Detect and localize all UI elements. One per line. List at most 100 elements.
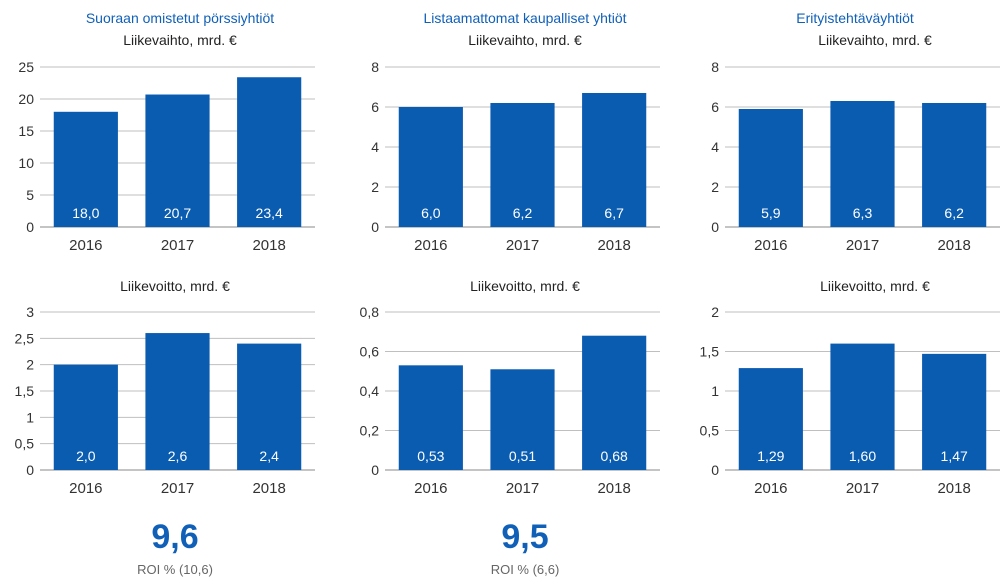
x-tick-label: 2017	[161, 480, 194, 497]
y-tick-label: 6	[711, 99, 719, 115]
bar-value-label: 23,4	[256, 205, 283, 221]
x-tick-label: 2018	[597, 237, 630, 254]
bar	[582, 93, 647, 227]
chart-title: Liikevaihto, mrd. €	[123, 32, 237, 48]
y-tick-label: 4	[371, 139, 379, 155]
group-title: Listaamattomat kaupalliset yhtiöt	[423, 10, 627, 26]
y-tick-label: 6	[371, 99, 379, 115]
roi-label: ROI % (6,6)	[490, 562, 560, 577]
y-tick-label: 0	[711, 462, 719, 478]
bar	[922, 103, 987, 227]
bar	[145, 333, 210, 470]
chart-title: Liikevoitto, mrd. €	[820, 278, 930, 294]
roi-value: 9,5	[501, 518, 549, 556]
bar-value-label: 6,2	[944, 205, 964, 221]
bar	[922, 353, 987, 470]
bar-value-label: 2,0	[76, 448, 96, 464]
bar	[237, 77, 302, 228]
y-tick-label: 2	[26, 357, 34, 373]
x-tick-label: 2016	[754, 237, 787, 254]
y-tick-label: 20	[18, 91, 34, 107]
bar-chart-profit-special: 0 0,5 1 1,5 2 1,29 2016 1,60 2017 1,47 2018	[700, 304, 1000, 497]
x-tick-label: 2018	[937, 480, 970, 497]
y-tick-label: 0	[371, 219, 379, 235]
bar-value-label: 1,29	[757, 448, 784, 464]
x-tick-label: 2017	[846, 480, 879, 497]
bar	[830, 343, 895, 470]
chart-title: Liikevoitto, mrd. €	[470, 278, 580, 294]
x-tick-label: 2017	[506, 480, 539, 497]
y-tick-label: 1,5	[15, 383, 35, 399]
y-tick-label: 10	[18, 155, 34, 171]
bar	[490, 103, 555, 227]
y-tick-label: 1	[711, 383, 719, 399]
bar-value-label: 18,0	[72, 205, 99, 221]
bar-chart-profit-unlisted: 0 0,2 0,4 0,6 0,8 0,53 2016 0,51 2017 0,68 2018	[360, 304, 660, 497]
bar	[582, 335, 647, 470]
y-tick-label: 8	[711, 59, 719, 75]
bar	[830, 101, 895, 227]
y-tick-label: 0,5	[15, 436, 35, 452]
y-tick-label: 0	[711, 219, 719, 235]
bar	[53, 364, 118, 470]
x-tick-label: 2016	[69, 480, 102, 497]
y-tick-label: 0,8	[360, 304, 380, 320]
x-tick-label: 2017	[506, 237, 539, 254]
bar-value-label: 1,47	[941, 448, 968, 464]
y-tick-label: 0,5	[700, 423, 720, 439]
x-tick-label: 2016	[69, 237, 102, 254]
bar-value-label: 6,3	[853, 205, 873, 221]
bar-value-label: 6,2	[513, 205, 533, 221]
group-title: Suoraan omistetut pörssiyhtiöt	[85, 10, 275, 26]
y-tick-label: 0,2	[360, 423, 380, 439]
bar-value-label: 1,60	[849, 448, 876, 464]
y-tick-label: 2,5	[15, 330, 35, 346]
y-tick-label: 8	[371, 59, 379, 75]
y-tick-label: 0,6	[360, 344, 380, 360]
x-tick-label: 2016	[414, 480, 447, 497]
y-tick-label: 2	[371, 179, 379, 195]
y-tick-label: 0	[26, 462, 34, 478]
bar-value-label: 0,68	[601, 448, 628, 464]
x-tick-label: 2017	[161, 237, 194, 254]
y-tick-label: 1,5	[700, 344, 720, 360]
y-tick-label: 0	[371, 462, 379, 478]
y-tick-label: 5	[26, 187, 34, 203]
bar-value-label: 5,9	[761, 205, 781, 221]
y-tick-label: 3	[26, 304, 34, 320]
bar	[398, 107, 463, 227]
y-tick-label: 1	[26, 409, 34, 425]
x-tick-label: 2018	[252, 237, 285, 254]
chart-title: Liikevoitto, mrd. €	[120, 278, 230, 294]
bar-value-label: 0,53	[417, 448, 444, 464]
group-title: Erityistehtäväyhtiöt	[796, 10, 914, 26]
bar	[738, 368, 803, 470]
bar	[237, 343, 302, 470]
bar-value-label: 6,0	[421, 205, 441, 221]
bar-chart-revenue-special: 0 2 4 6 8 5,9 2016 6,3 2017 6,2 2018	[711, 59, 1000, 254]
bar-value-label: 6,7	[604, 205, 624, 221]
bar	[398, 365, 463, 470]
x-tick-label: 2017	[846, 237, 879, 254]
bar-chart-profit-listed: 0 0,5 1 1,5 2 2,5 3 2,0 2016 2,6 2017 2,4 2018	[15, 304, 315, 497]
bar	[145, 94, 210, 227]
bar-value-label: 2,6	[168, 448, 188, 464]
x-tick-label: 2016	[754, 480, 787, 497]
y-tick-label: 25	[18, 59, 34, 75]
x-tick-label: 2016	[414, 237, 447, 254]
bar-value-label: 0,51	[509, 448, 536, 464]
chart-title: Liikevaihto, mrd. €	[468, 32, 582, 48]
bar-chart-revenue-listed: 0 5 10 15 20 25 18,0 2016 20,7 2017 23,4 2018	[18, 59, 315, 254]
y-tick-label: 4	[711, 139, 719, 155]
bar	[738, 109, 803, 227]
y-tick-label: 2	[711, 179, 719, 195]
y-tick-label: 2	[711, 304, 719, 320]
bar-value-label: 2,4	[259, 448, 279, 464]
y-tick-label: 15	[18, 123, 34, 139]
bar	[53, 111, 118, 227]
x-tick-label: 2018	[937, 237, 970, 254]
x-tick-label: 2018	[597, 480, 630, 497]
y-tick-label: 0	[26, 219, 34, 235]
y-tick-label: 0,4	[360, 383, 380, 399]
bar	[490, 369, 555, 470]
